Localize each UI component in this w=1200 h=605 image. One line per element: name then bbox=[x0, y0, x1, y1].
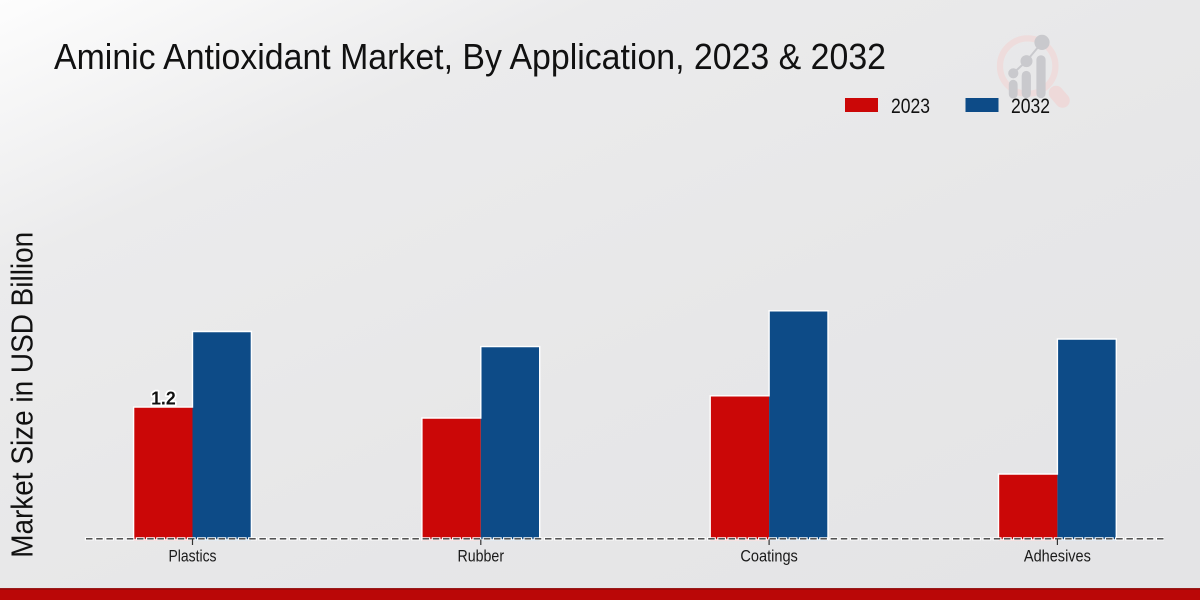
svg-text:2023: 2023 bbox=[891, 94, 930, 118]
svg-text:1.2: 1.2 bbox=[151, 387, 176, 408]
svg-text:Market Size in USD Billion: Market Size in USD Billion bbox=[6, 232, 40, 558]
svg-text:2032: 2032 bbox=[1011, 94, 1050, 118]
svg-text:Coatings: Coatings bbox=[740, 547, 798, 566]
svg-text:Plastics: Plastics bbox=[169, 547, 217, 566]
svg-text:Rubber: Rubber bbox=[458, 547, 505, 566]
svg-text:Aminic Antioxidant Market, By: Aminic Antioxidant Market, By Applicatio… bbox=[54, 37, 886, 77]
svg-text:Adhesives: Adhesives bbox=[1024, 547, 1091, 566]
